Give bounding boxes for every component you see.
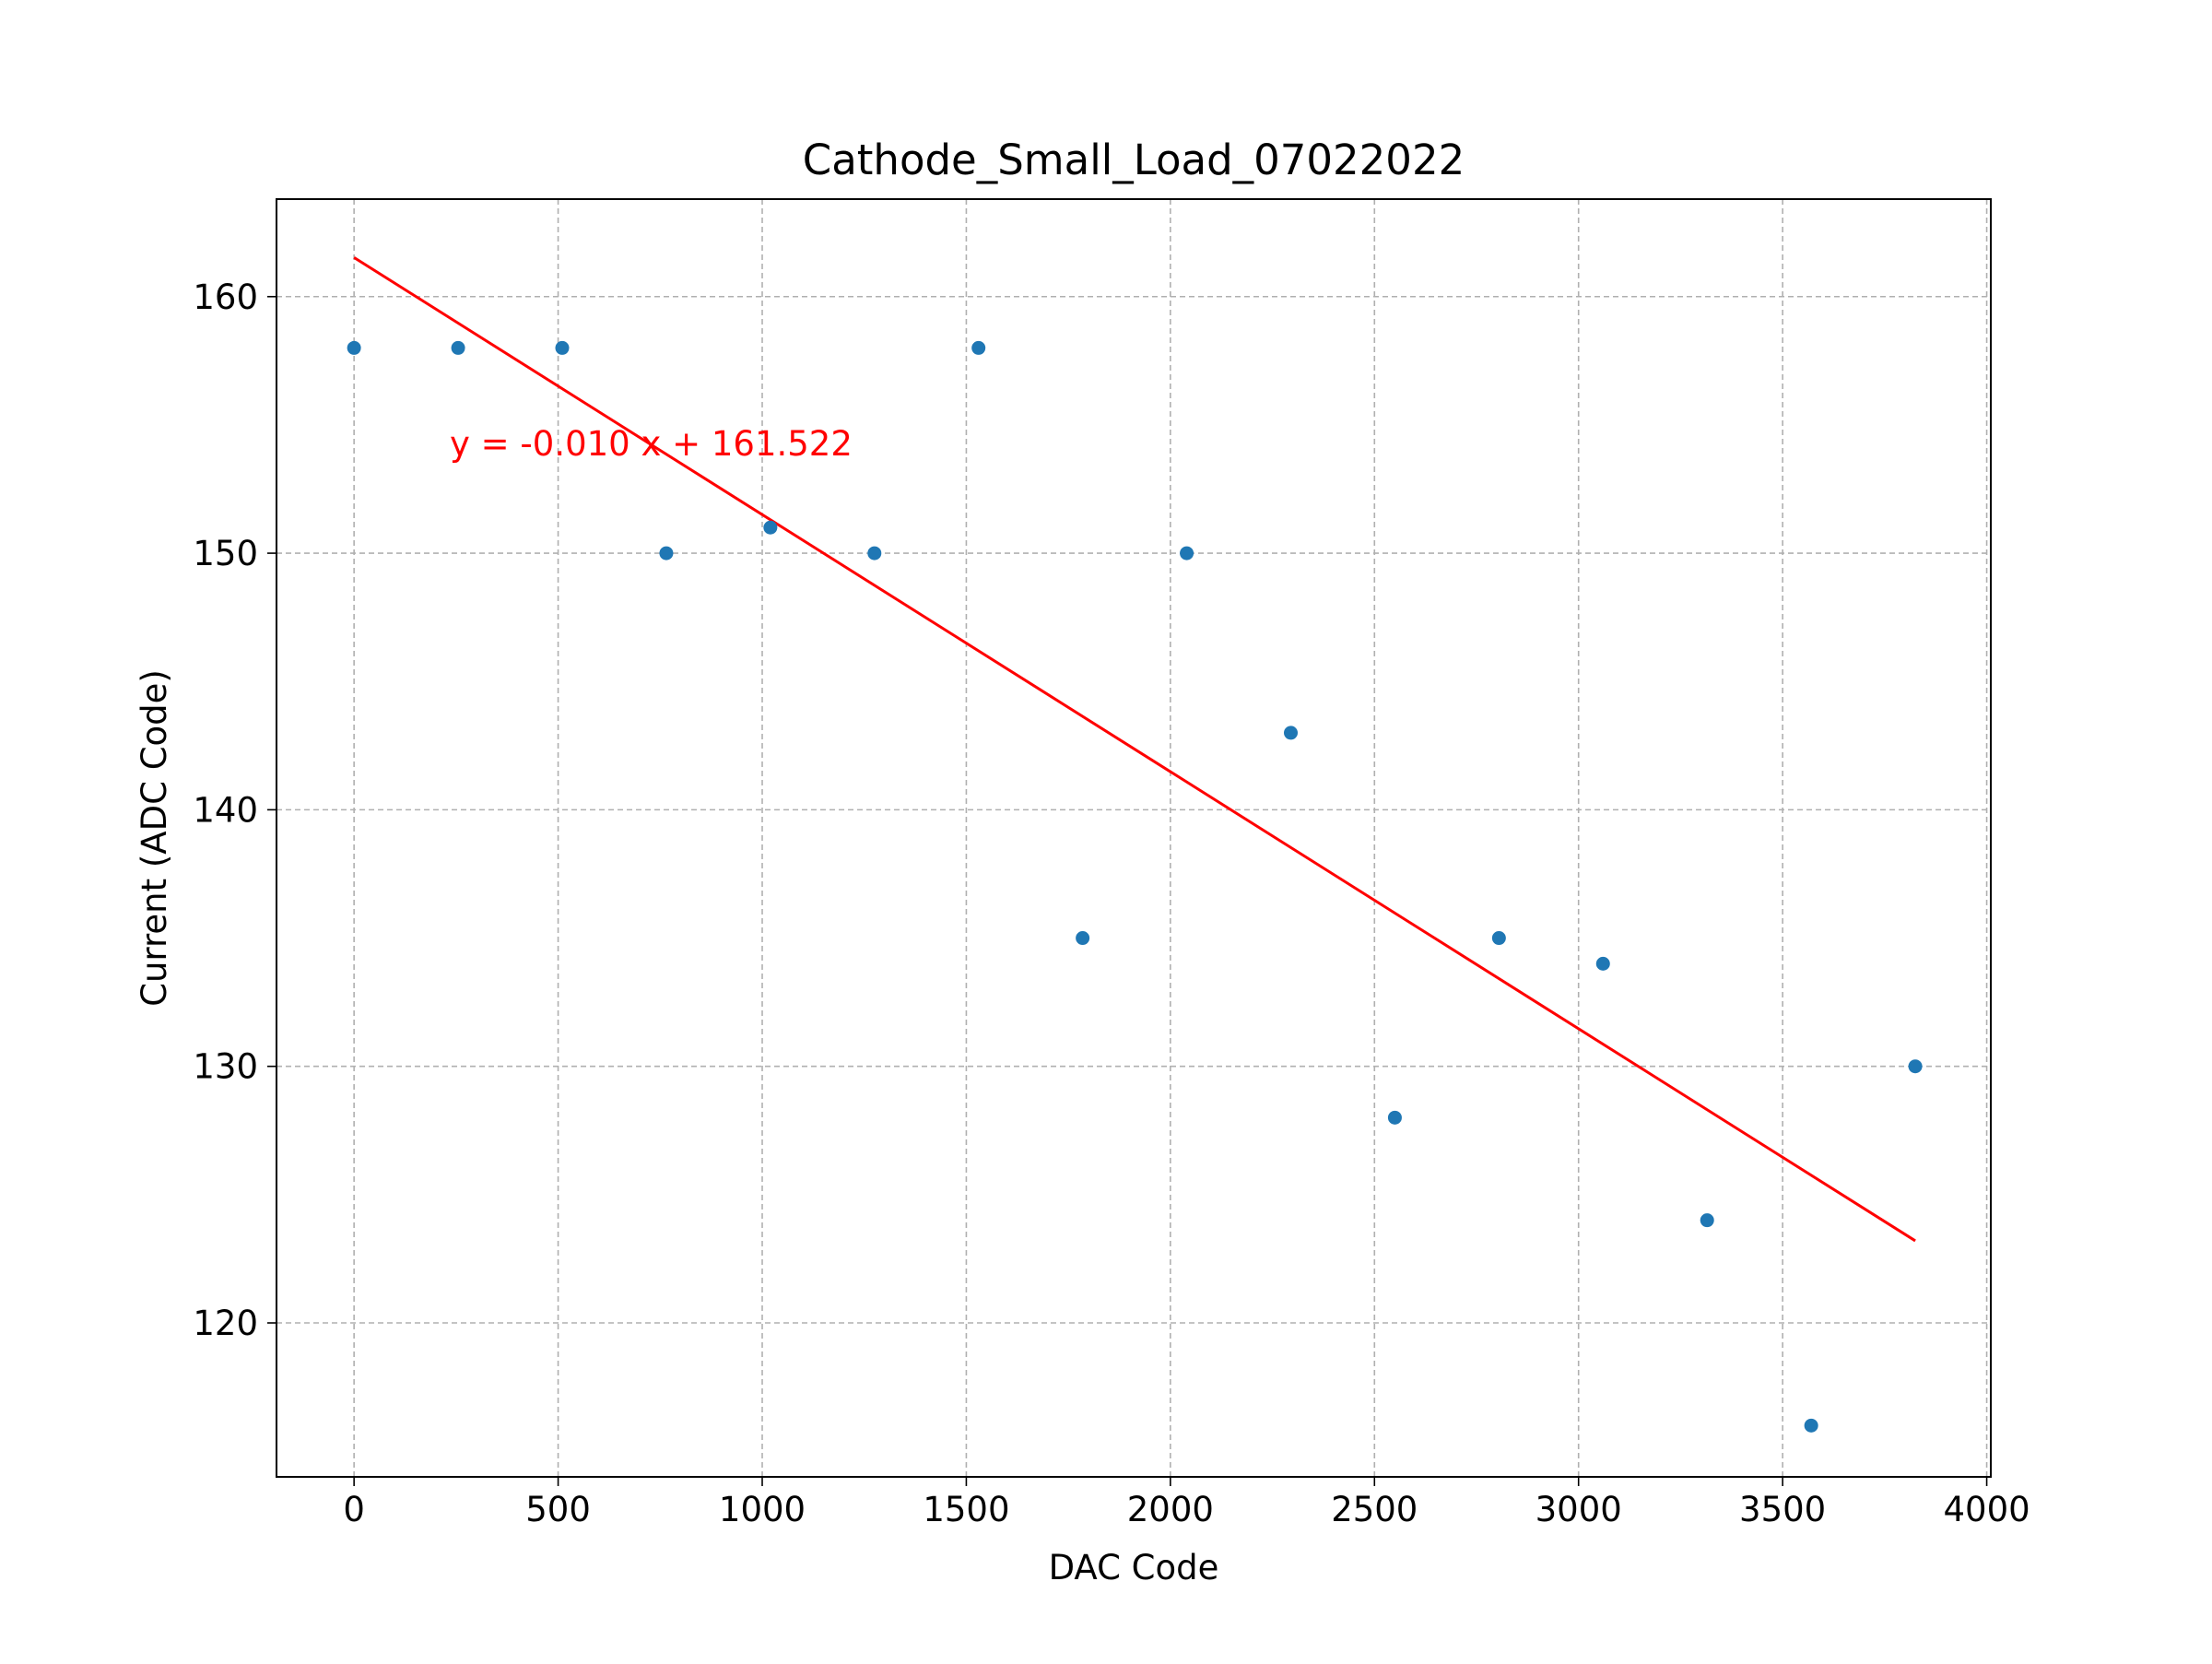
- data-point: [1387, 1110, 1402, 1125]
- x-tick-label: 1500: [923, 1490, 1009, 1529]
- y-tick-label: 140: [193, 790, 258, 830]
- data-point: [867, 546, 882, 561]
- data-point: [1180, 546, 1194, 561]
- chart-title: Cathode_Small_Load_07022022: [803, 136, 1465, 184]
- fit-equation-label: y = -0.010 x + 161.522: [450, 424, 853, 464]
- y-axis-label: Current (ADC Code): [135, 669, 174, 1007]
- data-point: [555, 340, 570, 355]
- y-tick-label: 130: [193, 1047, 258, 1087]
- data-point: [971, 340, 986, 355]
- x-tick-label: 0: [343, 1490, 365, 1529]
- grid: [276, 199, 1991, 1477]
- x-axis-ticks: 0 500 1000 1500 2000 2500 3000 3500 4000: [343, 1477, 2030, 1529]
- x-axis-label: DAC Code: [1049, 1548, 1219, 1587]
- data-point: [763, 520, 778, 535]
- data-point: [1491, 931, 1506, 946]
- data-point: [1595, 956, 1610, 971]
- data-point: [1076, 931, 1090, 946]
- x-tick-label: 2500: [1331, 1490, 1418, 1529]
- x-tick-label: 3500: [1739, 1490, 1826, 1529]
- y-tick-label: 160: [193, 277, 258, 317]
- x-tick-label: 2000: [1127, 1490, 1214, 1529]
- fit-line-group: [353, 256, 1916, 1243]
- y-tick-label: 120: [193, 1304, 258, 1343]
- fit-line: [353, 256, 1916, 1243]
- data-point: [451, 340, 465, 355]
- x-tick-label: 1000: [719, 1490, 806, 1529]
- y-axis-ticks: 120 130 140 150 160: [193, 277, 276, 1343]
- y-tick-label: 150: [193, 534, 258, 573]
- x-tick-label: 500: [525, 1490, 591, 1529]
- data-point: [659, 546, 674, 561]
- data-point: [1700, 1213, 1714, 1228]
- x-tick-label: 3000: [1535, 1490, 1622, 1529]
- data-point: [347, 340, 361, 355]
- data-points: [347, 340, 1923, 1433]
- data-point: [1284, 726, 1298, 740]
- data-point: [1804, 1418, 1818, 1433]
- x-tick-label: 4000: [1943, 1490, 2030, 1529]
- data-point: [1908, 1059, 1923, 1074]
- plot-frame: [276, 198, 1992, 1478]
